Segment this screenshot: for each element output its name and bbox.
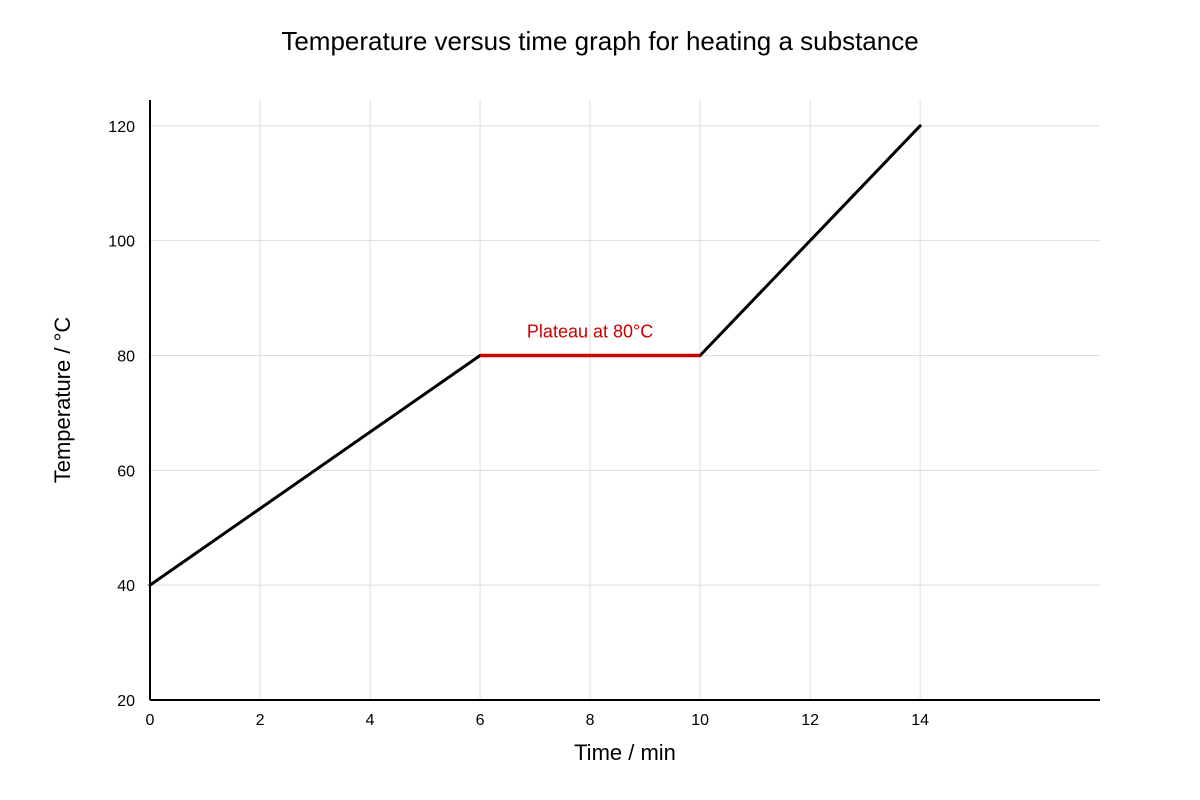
y-tick-label-20: 20 <box>117 693 135 710</box>
x-tick-label-4: 4 <box>366 712 375 729</box>
x-tick-label-14: 14 <box>911 712 929 729</box>
tick-labels: 0 2 4 6 8 10 12 14 20 40 60 80 100 120 <box>108 119 929 729</box>
chart-title: Temperature versus time graph for heatin… <box>281 26 918 56</box>
axes <box>149 100 1100 701</box>
annotations: Plateau at 80°C <box>527 322 653 342</box>
y-axis-label: Temperature / °C <box>50 317 75 484</box>
x-tick-label-2: 2 <box>256 712 265 729</box>
y-tick-label-40: 40 <box>117 578 135 595</box>
y-tick-label-60: 60 <box>117 463 135 480</box>
series <box>148 124 922 587</box>
x-tick-label-12: 12 <box>801 712 819 729</box>
grid <box>150 100 1100 700</box>
plateau-annotation: Plateau at 80°C <box>527 322 653 342</box>
y-tick-label-80: 80 <box>117 349 135 366</box>
x-tick-label-6: 6 <box>476 712 485 729</box>
x-axis-label: Time / min <box>574 740 676 765</box>
y-tick-label-100: 100 <box>108 234 135 251</box>
x-tick-label-8: 8 <box>586 712 595 729</box>
x-tick-label-0: 0 <box>146 712 155 729</box>
x-tick-label-10: 10 <box>691 712 709 729</box>
y-tick-label-120: 120 <box>108 119 135 136</box>
